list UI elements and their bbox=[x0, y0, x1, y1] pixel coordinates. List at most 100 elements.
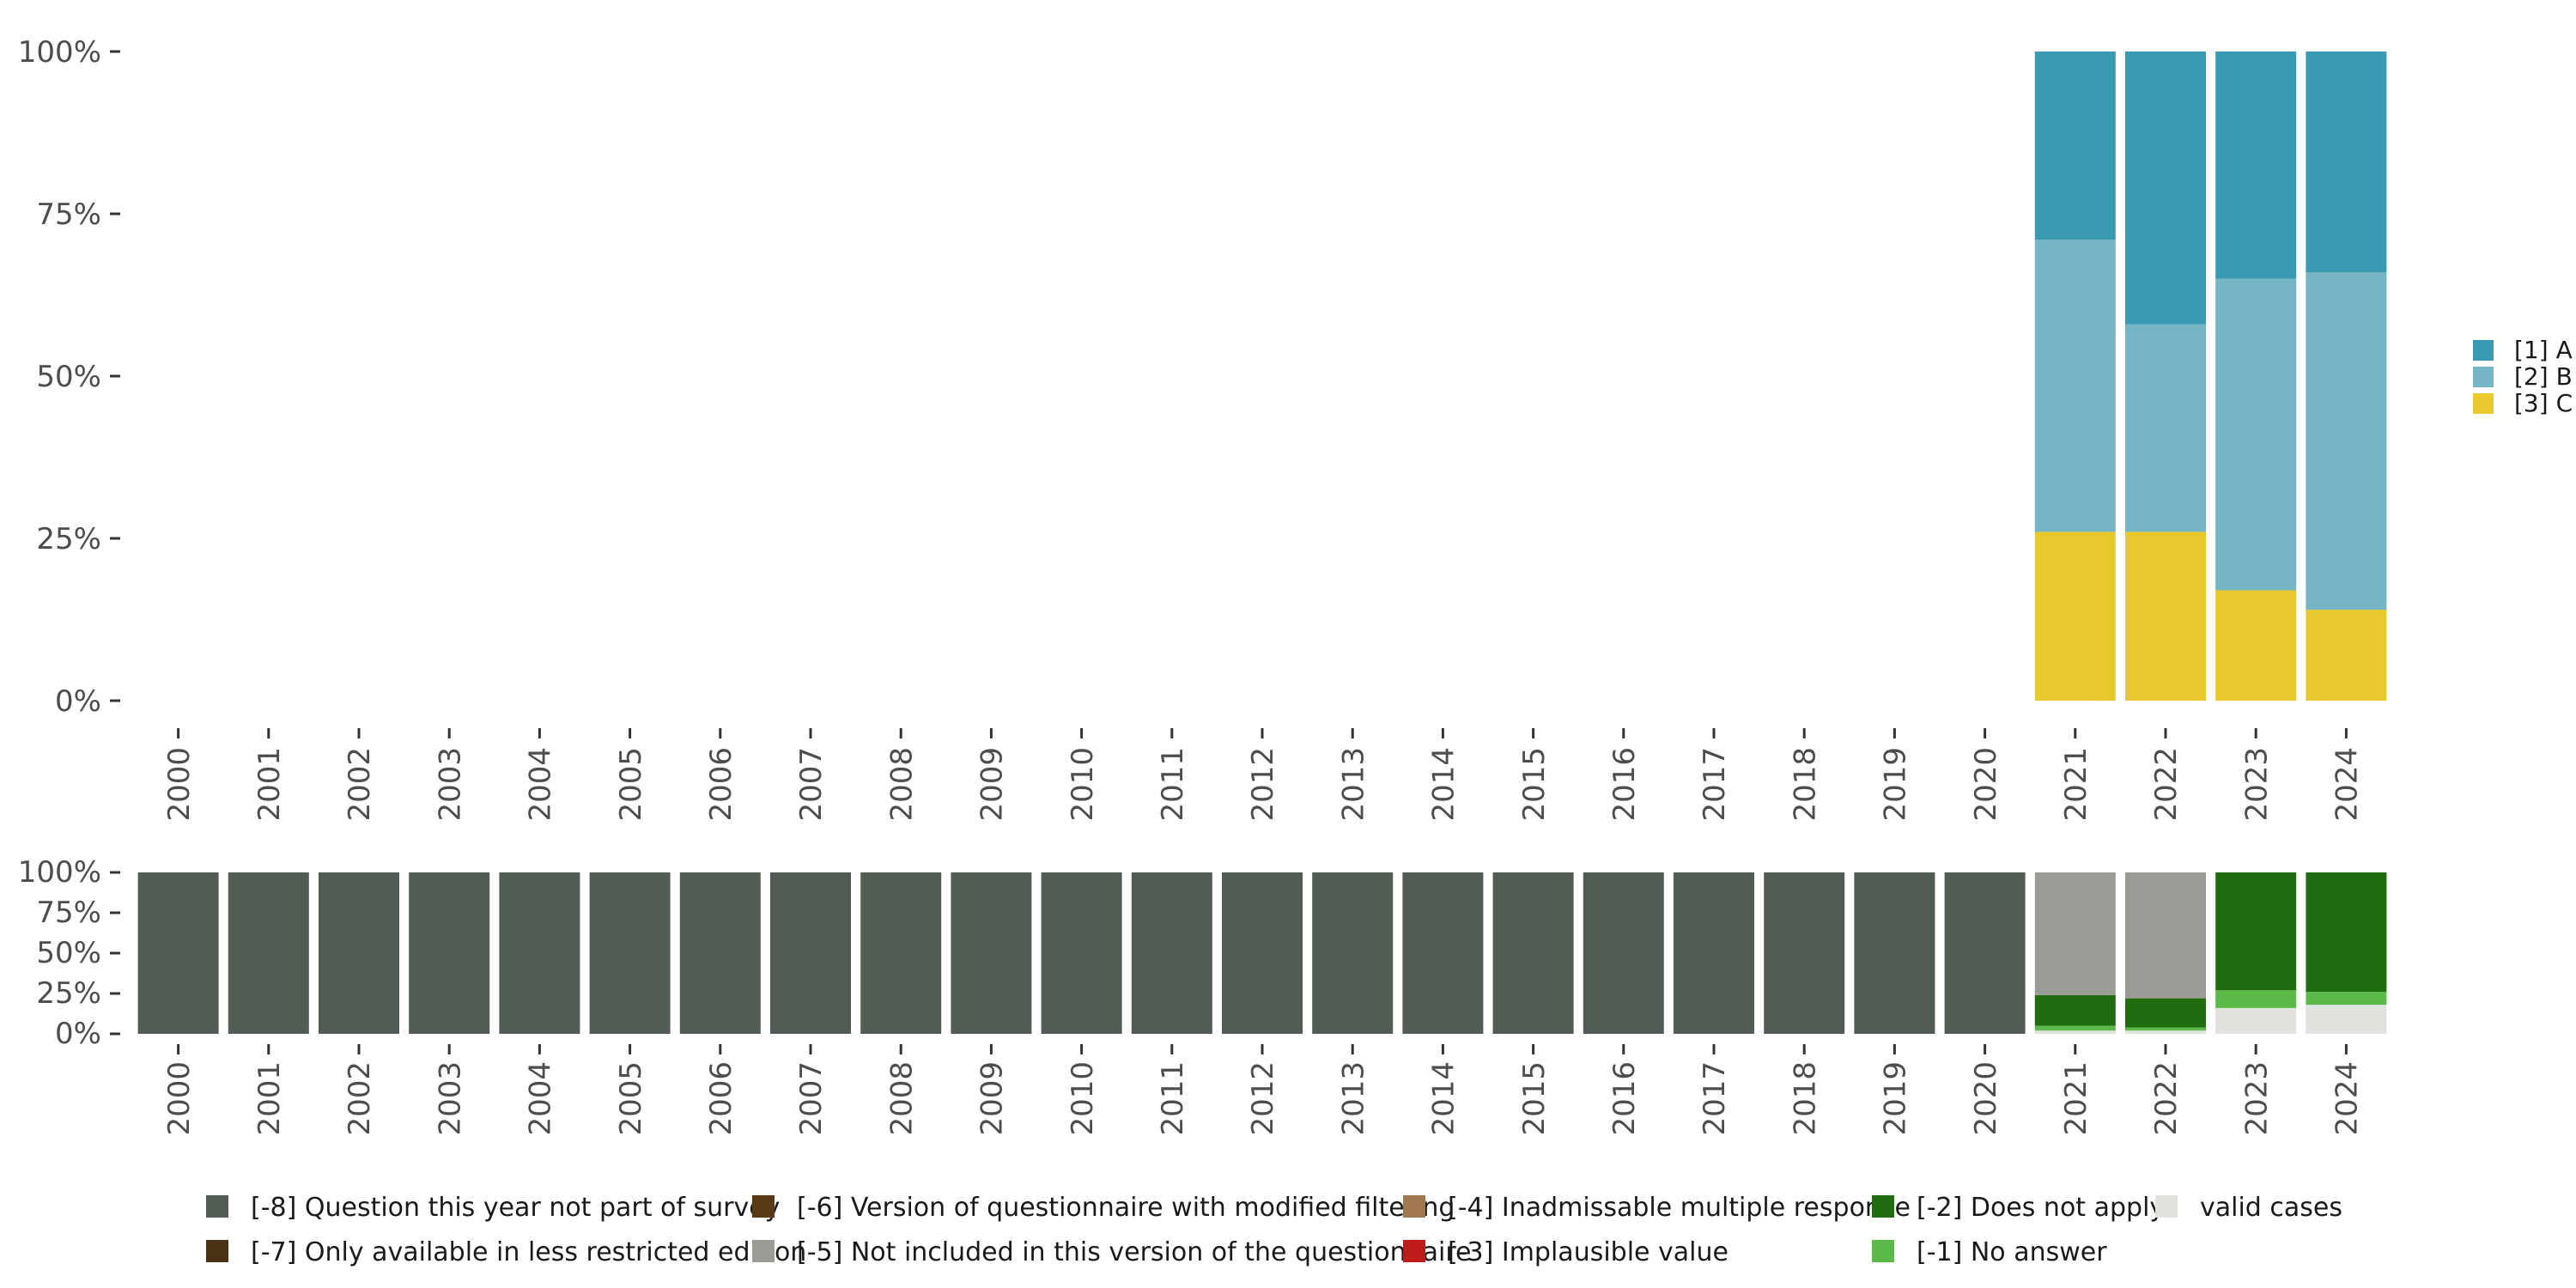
x-tick-label: 2020 bbox=[1969, 1061, 2003, 1136]
x-tick-label: 2013 bbox=[1336, 747, 1370, 822]
bar-segment-2017-5 bbox=[1674, 872, 1754, 1034]
x-tick-label: 2009 bbox=[975, 747, 1010, 822]
bar-segment-2022-4 bbox=[2125, 872, 2206, 999]
bar-segment-2021-1 bbox=[2034, 1030, 2116, 1034]
bar-segment-2023-2 bbox=[2215, 278, 2297, 591]
x-tick-label: 2003 bbox=[433, 747, 467, 822]
bar-segment-2023-2 bbox=[2215, 990, 2297, 1008]
legend-label: [2] B bbox=[2514, 362, 2573, 391]
bar-segment-2020-5 bbox=[1944, 872, 2026, 1034]
x-tick-label: 2000 bbox=[162, 1061, 197, 1136]
x-tick-label: 2010 bbox=[1066, 747, 1100, 822]
x-tick-label: 2001 bbox=[252, 1061, 287, 1136]
bar-segment-2024-3 bbox=[2306, 52, 2387, 273]
bar-segment-2024-1 bbox=[2306, 1005, 2387, 1034]
legend-label: [3] C bbox=[2514, 389, 2573, 417]
legend-swatch bbox=[1403, 1240, 1425, 1262]
bar-segment-2007-5 bbox=[770, 872, 851, 1034]
x-tick-label: 2019 bbox=[1879, 1061, 1913, 1136]
y-tick-label: 75% bbox=[36, 896, 101, 930]
legend-label: [-5] Not included in this version of the… bbox=[797, 1237, 1472, 1267]
x-tick-label: 2012 bbox=[1246, 747, 1280, 822]
x-tick-label: 2004 bbox=[524, 747, 558, 822]
legend-label: [-3] Implausible value bbox=[1448, 1237, 1728, 1267]
legend-label: [-7] Only available in less restricted e… bbox=[251, 1237, 806, 1267]
x-tick-label: 2014 bbox=[1427, 1061, 1461, 1136]
x-tick-label: 2018 bbox=[1788, 747, 1822, 822]
bar-segment-2022-3 bbox=[2125, 998, 2206, 1028]
legend-label: [-2] Does not apply bbox=[1917, 1193, 2165, 1223]
bar-segment-2016-5 bbox=[1583, 872, 1664, 1034]
x-tick-label: 2016 bbox=[1607, 1061, 1642, 1136]
bar-segment-2024-2 bbox=[2306, 992, 2387, 1005]
x-tick-label: 2007 bbox=[794, 1061, 829, 1136]
bar-segment-2018-5 bbox=[1764, 872, 1845, 1034]
bar-segment-2021-1 bbox=[2034, 532, 2116, 701]
bar-segment-2001-5 bbox=[228, 872, 309, 1034]
bar-segment-2003-5 bbox=[409, 872, 490, 1034]
top-chart-legend: [1] A[2] B[3] C bbox=[2473, 336, 2573, 417]
x-tick-label: 2007 bbox=[794, 747, 829, 822]
bar-segment-2022-1 bbox=[2125, 1030, 2206, 1034]
y-tick-label: 50% bbox=[36, 360, 101, 394]
x-tick-label: 2020 bbox=[1969, 747, 2003, 822]
bottom-missing-values-chart: 0% 25% 50% 75% 100% 2000 2001 2002 2003 2004 2005 2… bbox=[18, 855, 2387, 1136]
legend-label: [-6] Version of questionnaire with modif… bbox=[797, 1193, 1455, 1223]
legend-swatch bbox=[206, 1195, 228, 1218]
bar-segment-2021-3 bbox=[2034, 52, 2116, 240]
bar-segment-2000-5 bbox=[137, 872, 219, 1034]
bar-segment-2023-3 bbox=[2215, 52, 2297, 279]
legend-label: [1] A bbox=[2514, 336, 2573, 364]
bar-segment-2022-2 bbox=[2125, 324, 2206, 532]
bar-segment-2024-3 bbox=[2306, 872, 2387, 993]
x-tick-label: 2002 bbox=[343, 1061, 377, 1136]
bar-segment-2021-2 bbox=[2034, 1025, 2116, 1031]
x-tick-label: 2023 bbox=[2239, 1061, 2274, 1136]
bar-segment-2021-4 bbox=[2034, 872, 2116, 995]
bar-segment-2015-5 bbox=[1492, 872, 1574, 1034]
x-tick-label: 2008 bbox=[884, 1061, 919, 1136]
bar-segment-2023-1 bbox=[2215, 590, 2297, 701]
legend-swatch bbox=[1403, 1195, 1425, 1218]
bar-segment-2024-1 bbox=[2306, 610, 2387, 701]
x-tick-label: 2004 bbox=[524, 1061, 558, 1136]
legend-swatch bbox=[752, 1240, 775, 1262]
x-tick-label: 2024 bbox=[2330, 747, 2365, 822]
bar-segment-2002-5 bbox=[319, 872, 399, 1034]
x-tick-label: 2015 bbox=[1517, 747, 1552, 822]
x-tick-label: 2013 bbox=[1336, 1061, 1370, 1136]
bar-segment-2006-5 bbox=[679, 872, 761, 1034]
bar-segment-2008-5 bbox=[860, 872, 942, 1034]
bar-segment-2014-5 bbox=[1402, 872, 1484, 1034]
legend-swatch bbox=[2473, 340, 2494, 361]
x-tick-label: 2006 bbox=[704, 747, 738, 822]
legend-swatch bbox=[1872, 1195, 1894, 1218]
bar-segment-2013-5 bbox=[1312, 872, 1394, 1034]
bar-segment-2023-3 bbox=[2215, 872, 2297, 991]
bar-segment-2024-2 bbox=[2306, 272, 2387, 611]
x-tick-label: 2018 bbox=[1788, 1061, 1822, 1136]
x-tick-label: 2014 bbox=[1427, 747, 1461, 822]
x-tick-label: 2022 bbox=[2149, 747, 2184, 822]
x-tick-label: 2019 bbox=[1879, 747, 1913, 822]
x-tick-label: 2001 bbox=[252, 747, 287, 822]
y-tick-label: 0% bbox=[55, 684, 101, 719]
bar-segment-2022-2 bbox=[2125, 1027, 2206, 1031]
top-stacked-bar-chart: 0% 25% 50% 75% 100% 2000 2001 2002 2003 2004 2005 2… bbox=[18, 35, 2387, 822]
legend-swatch bbox=[2473, 393, 2494, 414]
y-tick-label: 25% bbox=[36, 522, 101, 556]
x-tick-label: 2006 bbox=[704, 1061, 738, 1136]
y-tick-label: 100% bbox=[18, 35, 101, 70]
y-tick-label: 100% bbox=[18, 855, 101, 890]
x-tick-label: 2017 bbox=[1698, 1061, 1732, 1136]
x-tick-label: 2024 bbox=[2330, 1061, 2365, 1136]
legend-label: valid cases bbox=[2200, 1193, 2342, 1223]
bar-segment-2009-5 bbox=[951, 872, 1032, 1034]
x-tick-label: 2011 bbox=[1156, 1061, 1190, 1136]
bar-segment-2011-5 bbox=[1131, 872, 1212, 1034]
x-tick-label: 2008 bbox=[884, 747, 919, 822]
legend-swatch bbox=[2473, 367, 2494, 387]
y-tick-label: 0% bbox=[55, 1017, 101, 1051]
x-tick-label: 2003 bbox=[433, 1061, 467, 1136]
